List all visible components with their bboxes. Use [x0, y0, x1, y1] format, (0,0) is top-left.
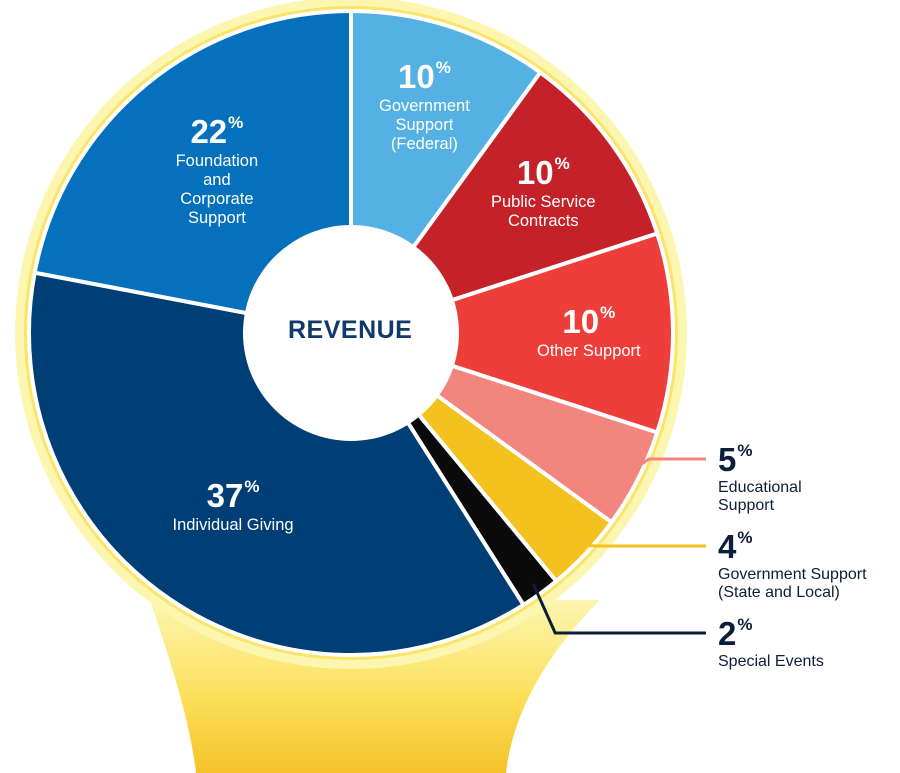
leader-government-support-state-and-local — [576, 543, 706, 548]
leader-educational-support — [626, 457, 706, 475]
slice-individual-giving — [27, 270, 527, 657]
leader-special-events — [531, 583, 706, 635]
slice-foundation-and-corporate-support — [32, 8, 353, 336]
leader-lines — [531, 457, 706, 635]
slice-other-support — [344, 230, 675, 436]
center-hole — [243, 225, 459, 441]
